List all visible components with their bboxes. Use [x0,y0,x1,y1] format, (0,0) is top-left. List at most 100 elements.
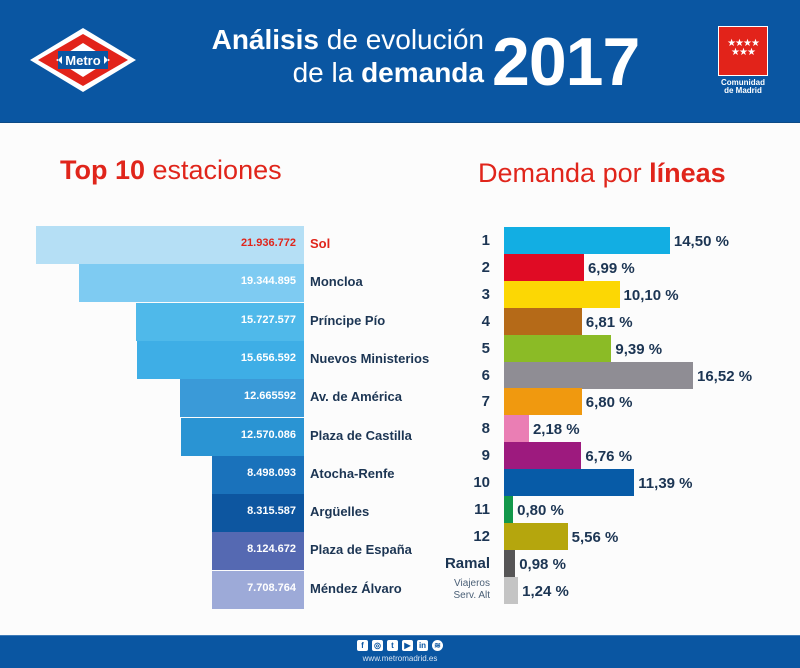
station-bar: 7.708.764 [212,570,304,609]
station-value-label: 21.936.772 [240,237,296,249]
lines-title-bold: líneas [649,158,726,188]
station-bar: 8.124.672 [212,532,304,571]
line-label: Ramal [444,554,490,572]
station-row: 12.570.086 Plaza de Castilla [0,417,800,456]
line-bar [504,442,582,470]
social-icons: f ◎ t ▶ in ≋ [355,640,445,651]
line-label: 11 [474,501,490,518]
station-value-label: 15.727.577 [240,313,296,326]
station-bar: 12.570.086 [181,417,304,456]
line-bar [504,576,519,604]
page-title: Análisis de evolución de la demanda [180,24,484,90]
line-label: 2 [481,258,490,276]
line-label: 5 [481,339,490,357]
station-value-label: 12.570.086 [240,428,296,441]
line-bar [504,549,516,577]
station-bar: 12.665592 [179,379,304,418]
station-name-label: Plaza de España [310,542,412,558]
station-row: 15.656.592 Nuevos Ministerios [0,340,800,379]
website-link[interactable]: www.metromadrid.es [362,654,438,663]
line-label: 10 [473,474,490,492]
station-name-label: Sol [310,236,331,251]
station-name-label: Plaza de Castilla [310,427,412,443]
facebook-icon[interactable]: f [357,640,368,651]
station-value-label: 15.656.592 [240,351,296,364]
station-name-label: Argüelles [310,504,370,520]
line-bar [504,522,568,550]
station-bar: 21.936.772 [36,226,304,264]
title-rest-1: de evolución [318,24,484,55]
line-value-label: 11,39 % [638,475,693,493]
stars-icon-row2: ★★★ [731,47,756,58]
line-bar [504,334,612,362]
line-label: 3 [481,285,490,303]
station-name-label: Nuevos Ministerios [310,350,430,366]
station-value-label: 7.708.764 [247,581,296,594]
station-name-label: Av. de América [310,389,403,405]
line-bar [504,469,635,497]
metro-logo: Metro [30,28,136,92]
stations-title-bold: Top 10 [60,155,146,185]
line-value-label: 0,98 % [519,555,566,573]
line-label: 12 [473,527,490,545]
line-value-label: 6,81 % [585,313,633,331]
station-row: 7.708.764 Méndez Álvaro [0,570,800,609]
line-bar [504,496,514,523]
title-year: 2017 [492,24,640,100]
stations-title-rest: estaciones [145,155,282,185]
lines-chart-title: Demanda por líneas [478,158,726,189]
stars-icon: ★★★★ [727,38,760,49]
station-row: 8.315.587 Argüelles [0,494,800,533]
line-bar [504,280,620,308]
station-row: 8.124.672 Plaza de España [0,532,800,571]
header: Metro Análisis de evolución de la demand… [0,0,800,123]
title-rest-2: de la [292,57,362,88]
line-label: 4 [481,312,490,330]
station-row: 15.727.577 Príncipe Pío [0,302,800,341]
line-value-label: 1,24 % [522,582,569,600]
line-value-label: 16,52 % [697,367,753,385]
station-value-label: 8.315.587 [247,505,296,518]
line-bar [504,388,582,416]
station-name-label: Atocha-Renfe [310,465,395,481]
line-value-label: 9,39 % [615,340,663,358]
line-label: 1 [481,232,490,249]
line-label: 8 [481,420,490,438]
line-value-label: 6,80 % [585,394,633,412]
footer: f ◎ t ▶ in ≋ www.metromadrid.es [0,635,800,668]
station-name-label: Moncloa [310,274,363,290]
title-bold-1: Análisis [211,24,319,55]
station-value-label: 19.344.895 [240,275,296,288]
comunidad-flag-icon: ★★★★ ★★★ [718,26,768,76]
line-bar [504,253,584,281]
line-label: 9 [481,447,490,465]
spotify-icon[interactable]: ≋ [432,640,443,651]
station-row: 8.498.093 Atocha-Renfe [0,455,800,494]
line-value-label: 6,99 % [587,259,635,277]
line-bar [504,415,529,443]
line-label: 6 [481,366,490,384]
line-label-part: Viajeros [454,577,490,589]
line-label: Viajeros Serv. Alt [420,577,491,602]
region-name-2: de Madrid [724,86,762,95]
line-value-label: 0,80 % [517,502,564,519]
station-bar: 8.315.587 [212,494,304,533]
line-value-label: 10,10 % [623,286,679,304]
station-bar: 8.498.093 [212,455,304,494]
station-value-label: 8.498.093 [247,466,296,479]
stations-chart-title: Top 10 estaciones [60,155,282,186]
line-value-label: 6,76 % [585,448,633,466]
twitter-icon[interactable]: t [387,640,398,651]
linkedin-icon[interactable]: in [417,640,428,651]
youtube-icon[interactable]: ▶ [402,640,413,651]
station-row: 12.665592 Av. de América [0,379,800,418]
instagram-icon[interactable]: ◎ [372,640,383,651]
line-value-label: 2,18 % [532,421,580,439]
line-label: 7 [481,393,490,411]
lines-title-rest: Demanda por [478,158,650,188]
metro-logo-text: Metro [65,53,100,68]
station-row: 21.936.772 Sol [0,226,800,264]
station-name-label: Príncipe Pío [310,312,386,328]
region-name-1: Comunidad [721,78,765,87]
line-bar [504,361,693,389]
